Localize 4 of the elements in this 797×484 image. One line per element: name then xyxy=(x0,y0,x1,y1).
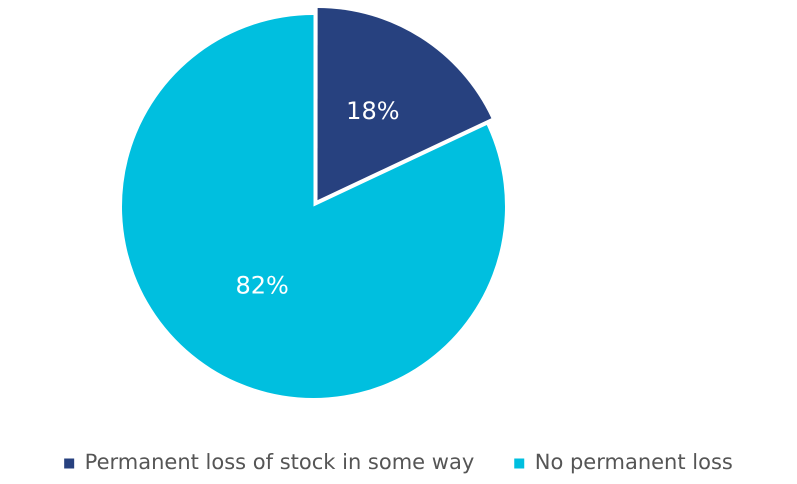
data-label: 82% xyxy=(236,272,289,300)
legend-label: Permanent loss of stock in some way xyxy=(84,450,474,474)
data-label: 18% xyxy=(346,97,400,126)
legend-label: No permanent loss xyxy=(534,450,733,474)
